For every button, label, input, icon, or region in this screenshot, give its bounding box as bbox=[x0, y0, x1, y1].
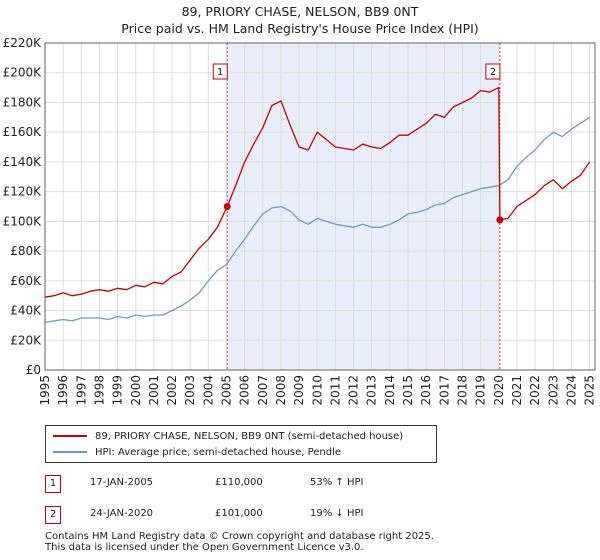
x-tick-label: 2011 bbox=[328, 375, 342, 406]
y-tick-label: £20K bbox=[10, 333, 42, 347]
x-tick-label: 2005 bbox=[220, 375, 234, 406]
y-tick-label: £180K bbox=[3, 95, 43, 109]
x-tick-label: 2024 bbox=[564, 375, 578, 406]
plot-frame bbox=[44, 42, 596, 371]
series-lines bbox=[44, 86, 591, 324]
x-tick-label: 2000 bbox=[129, 375, 143, 406]
legend-item-hpi: HPI: Average price, semi-detached house,… bbox=[46, 444, 341, 460]
footer-line-licence: This data is licensed under the Open Gov… bbox=[45, 542, 364, 553]
legend: 89, PRIORY CHASE, NELSON, BB9 0NT (semi-… bbox=[45, 425, 437, 463]
x-tick-label: 2010 bbox=[310, 375, 324, 406]
x-tick-label: 2018 bbox=[455, 375, 469, 406]
x-tick-label: 2013 bbox=[365, 375, 379, 406]
x-tick-label: 2008 bbox=[274, 375, 288, 406]
sale-label-box bbox=[212, 63, 228, 80]
legend-label-hpi: HPI: Average price, semi-detached house,… bbox=[95, 446, 342, 458]
transaction-date: 24-JAN-2020 bbox=[90, 508, 154, 519]
grid bbox=[44, 42, 595, 371]
y-tick-label: £220K bbox=[3, 36, 43, 50]
x-tick-label: 2021 bbox=[510, 375, 524, 406]
y-tick-label: £0 bbox=[26, 363, 41, 377]
x-tick-label: 2002 bbox=[165, 375, 179, 406]
legend-swatch-blue bbox=[53, 451, 87, 453]
transaction-price: £110,000 bbox=[215, 477, 263, 488]
axes bbox=[44, 42, 596, 371]
y-tick-label: £160K bbox=[3, 125, 43, 139]
sale-label-box bbox=[485, 63, 501, 80]
x-tick-label: 1998 bbox=[92, 375, 106, 406]
sale-point bbox=[223, 203, 231, 210]
x-tick-label: 1995 bbox=[38, 375, 52, 406]
x-tick-label: 2003 bbox=[183, 375, 197, 406]
chart-title-address: 89, PRIORY CHASE, NELSON, BB9 0NT bbox=[181, 4, 419, 19]
x-tick-label: 2012 bbox=[347, 375, 361, 406]
x-tick-label: 2022 bbox=[528, 375, 542, 406]
x-tick-label: 2001 bbox=[147, 375, 161, 406]
x-tick-label: 2017 bbox=[437, 375, 451, 406]
x-tick-label: 2009 bbox=[292, 375, 306, 406]
y-tick-label: £100K bbox=[3, 214, 43, 228]
x-tick-label: 2016 bbox=[419, 375, 433, 406]
x-tick-label: 2014 bbox=[383, 375, 397, 406]
series-line-property bbox=[44, 86, 591, 298]
x-tick-label: 2015 bbox=[401, 375, 415, 406]
chart-title-subtitle: Price paid vs. HM Land Registry's House … bbox=[121, 21, 479, 36]
footer-attribution: Contains HM Land Registry data © Crown c… bbox=[45, 531, 434, 553]
x-tick-label: 1999 bbox=[111, 375, 125, 406]
x-tick-label: 1997 bbox=[74, 375, 88, 406]
x-tick-label: 2019 bbox=[474, 375, 488, 406]
y-tick-label: £120K bbox=[3, 185, 43, 199]
transaction-row: 1 17-JAN-2005 £110,000 53% ↑ HPI bbox=[45, 475, 465, 493]
y-tick-label: £80K bbox=[10, 244, 42, 258]
x-tick-label: 2006 bbox=[238, 375, 252, 406]
y-tick-label: £140K bbox=[3, 155, 43, 169]
legend-item-property: 89, PRIORY CHASE, NELSON, BB9 0NT (semi-… bbox=[46, 428, 403, 444]
x-tick-label: 1996 bbox=[56, 375, 70, 406]
legend-label-property: 89, PRIORY CHASE, NELSON, BB9 0NT (semi-… bbox=[95, 430, 404, 442]
x-tick-label: 2025 bbox=[583, 375, 597, 406]
y-axis-ticks: £0 £20K £40K £60K £80K £100K £120K £140K £160K £1… bbox=[3, 36, 43, 377]
sale-label-number: 1 bbox=[217, 67, 223, 78]
footer-line-copyright: Contains HM Land Registry data © Crown c… bbox=[45, 531, 434, 542]
transaction-row: 2 24-JAN-2020 £101,000 19% ↓ HPI bbox=[45, 506, 465, 524]
x-tick-label: 2023 bbox=[546, 375, 560, 406]
sale-label-number: 2 bbox=[490, 67, 496, 78]
price-chart: £0 £20K £40K £60K £80K £100K £120K £140K £160K £1… bbox=[3, 36, 597, 406]
transaction-price: £101,000 bbox=[215, 508, 263, 519]
transaction-hpi-change: 53% ↑ HPI bbox=[310, 477, 364, 488]
transaction-number-badge: 2 bbox=[45, 506, 61, 524]
transaction-date: 17-JAN-2005 bbox=[90, 477, 154, 488]
shaded-ownership-period bbox=[227, 43, 500, 370]
sale-marker-lines bbox=[226, 43, 501, 370]
transaction-number-badge: 1 bbox=[45, 475, 61, 493]
legend-swatch-red bbox=[53, 435, 87, 437]
y-tick-label: £60K bbox=[10, 274, 42, 288]
x-tick-label: 2004 bbox=[201, 375, 215, 406]
y-tick-label: £40K bbox=[10, 304, 42, 318]
transaction-hpi-change: 19% ↓ HPI bbox=[310, 508, 364, 519]
sale-point bbox=[496, 216, 504, 224]
x-axis-ticks: 1995 1996 1997 1998 1999 2000 2001 2002 2003 2004… bbox=[38, 375, 597, 406]
series-line-hpi bbox=[44, 116, 590, 324]
y-tick-label: £200K bbox=[3, 66, 43, 80]
x-tick-label: 2020 bbox=[492, 375, 506, 406]
x-tick-label: 2007 bbox=[256, 375, 270, 406]
